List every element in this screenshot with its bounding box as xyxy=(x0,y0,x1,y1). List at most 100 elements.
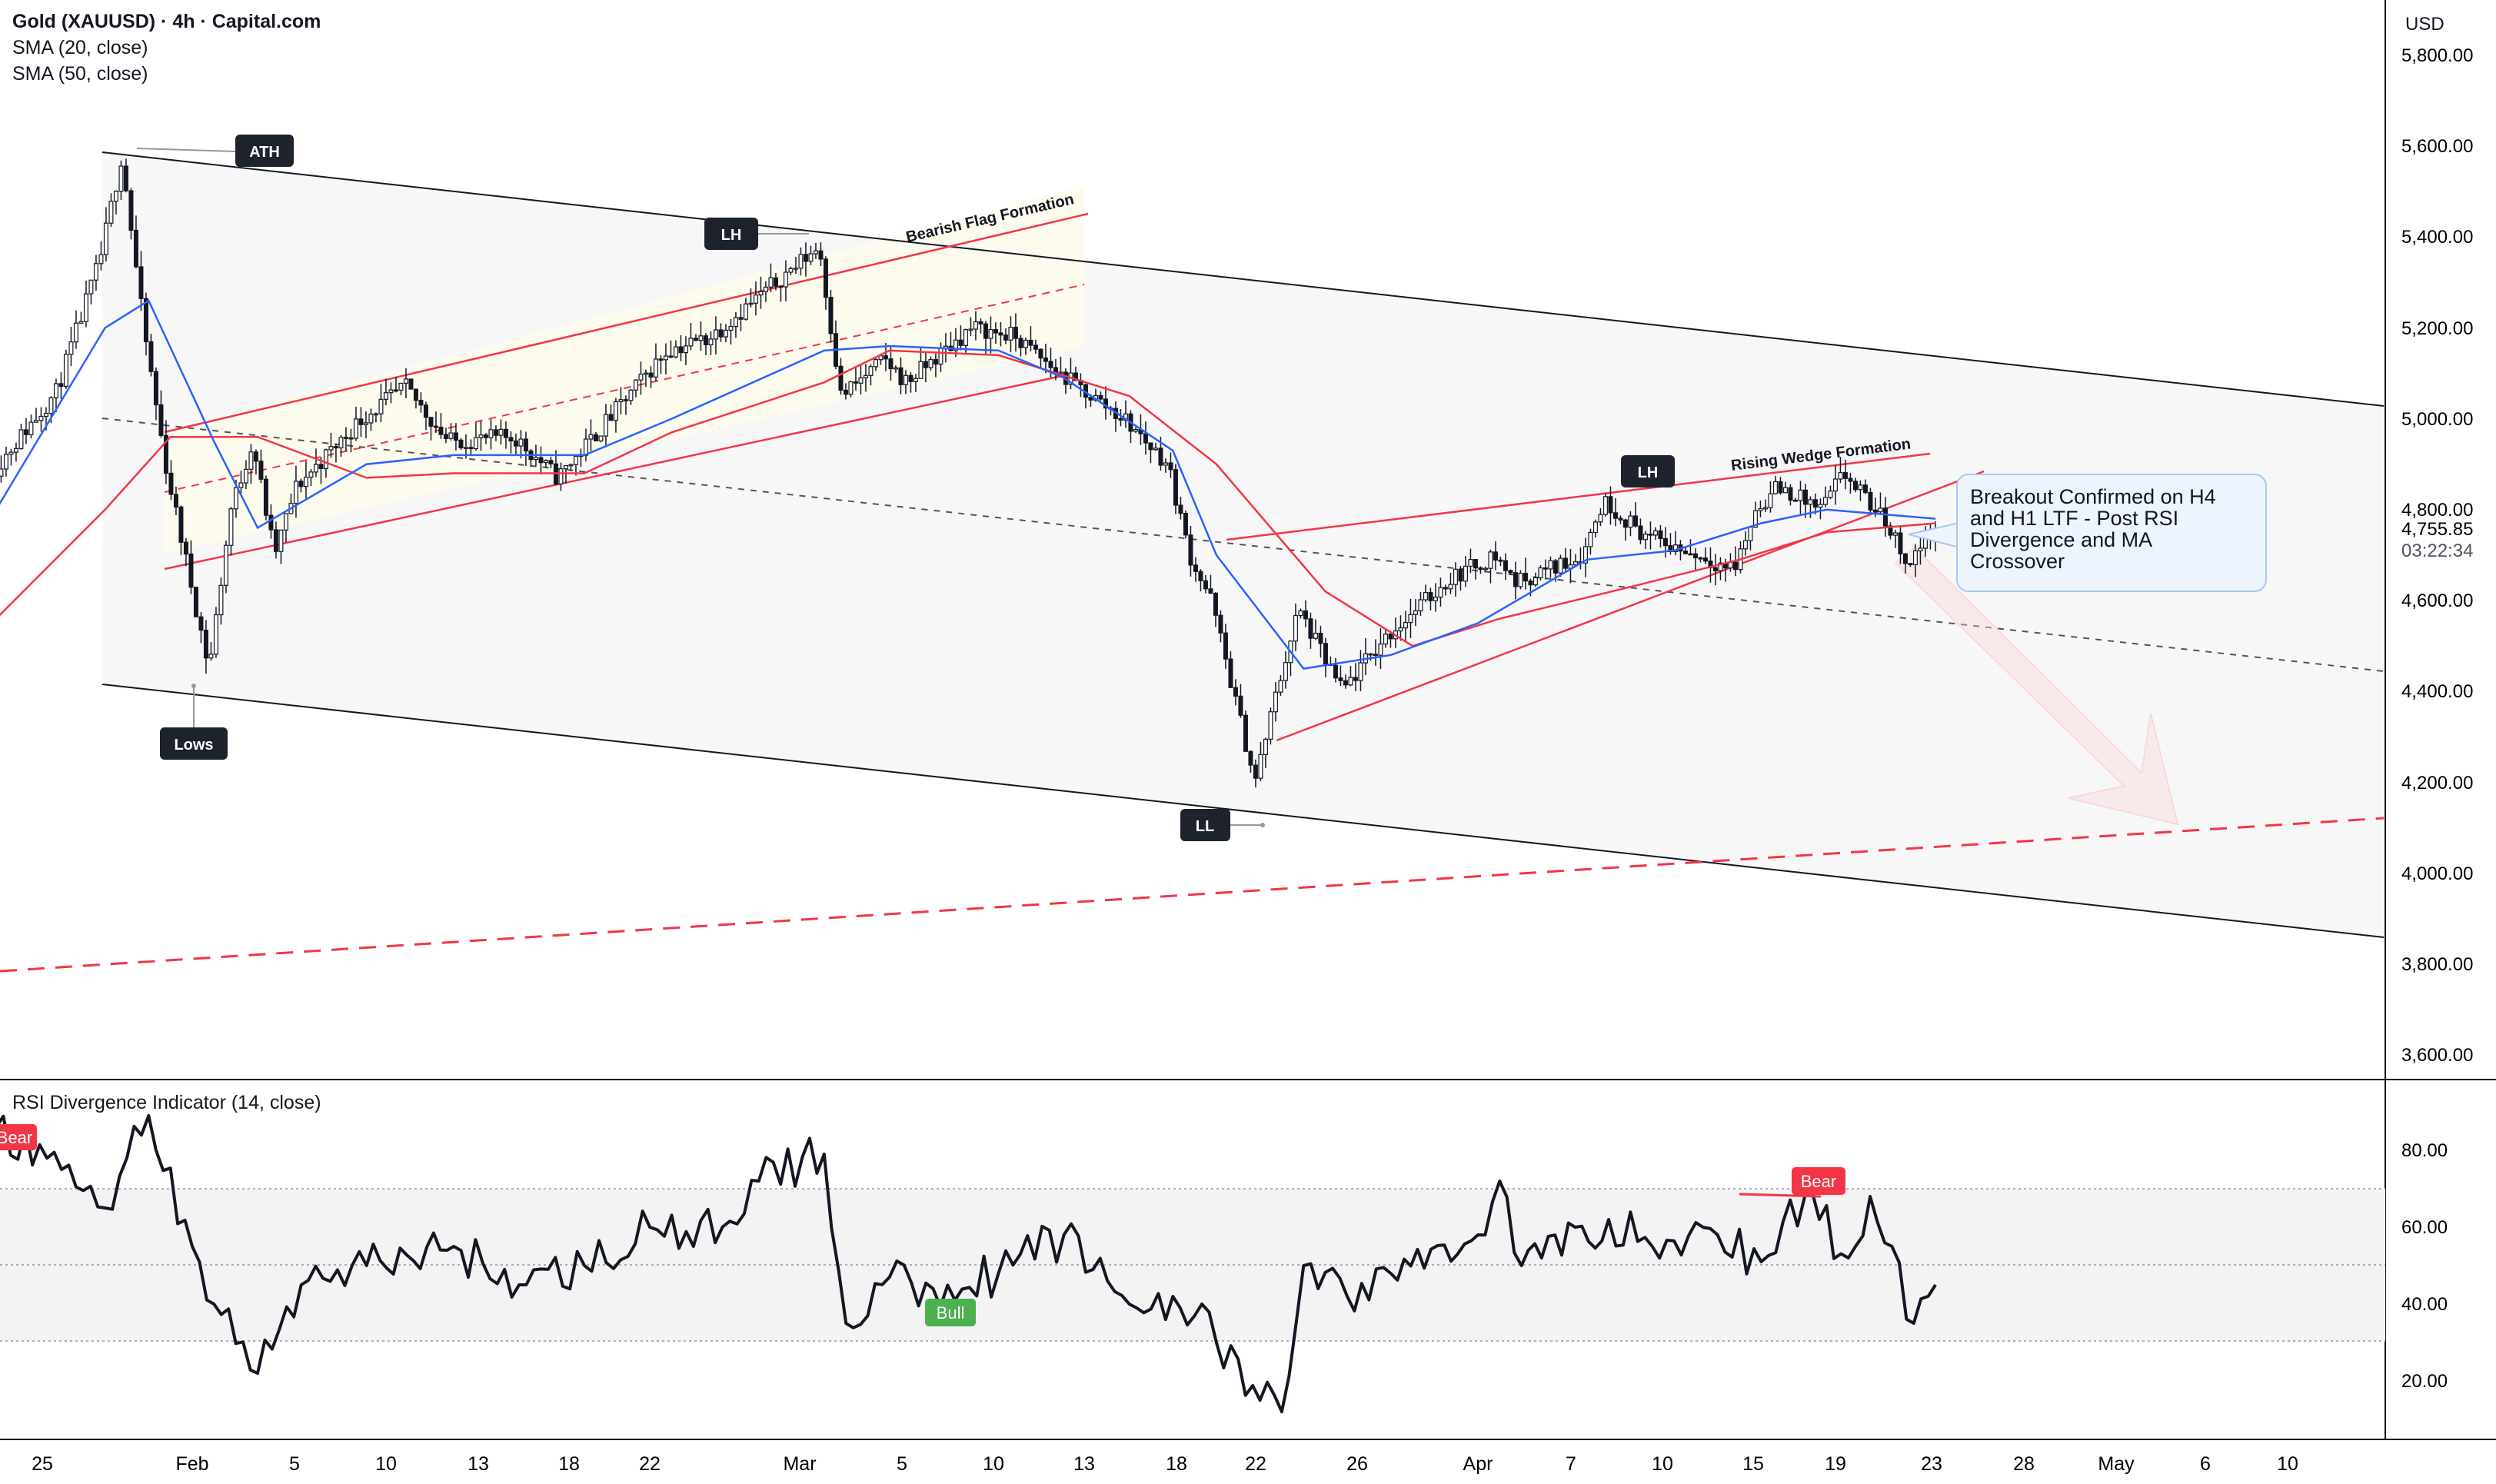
candle-up[interactable] xyxy=(558,468,564,484)
candle-down[interactable] xyxy=(143,298,148,343)
candle-up[interactable] xyxy=(1358,662,1363,681)
candle-up[interactable] xyxy=(1058,371,1063,374)
candle-down[interactable] xyxy=(1198,571,1203,581)
candle-up[interactable] xyxy=(1488,551,1493,569)
candle-up[interactable] xyxy=(1263,738,1268,756)
candle-down[interactable] xyxy=(1443,587,1448,590)
candle-down[interactable] xyxy=(1203,580,1208,590)
candle-up[interactable] xyxy=(33,420,38,423)
candle-down[interactable] xyxy=(1622,519,1628,528)
candle-down[interactable] xyxy=(523,438,528,452)
candle-up[interactable] xyxy=(1818,504,1823,508)
candle-up[interactable] xyxy=(543,460,548,464)
candle-up[interactable] xyxy=(723,329,728,338)
candle-up[interactable] xyxy=(868,366,874,376)
candle-down[interactable] xyxy=(133,229,138,268)
candle-down[interactable] xyxy=(1802,489,1808,505)
candle-up[interactable] xyxy=(118,165,124,192)
candle-down[interactable] xyxy=(1343,680,1348,686)
candle-up[interactable] xyxy=(323,449,328,470)
candle-down[interactable] xyxy=(1862,484,1868,494)
candle-up[interactable] xyxy=(518,438,524,447)
candle-up[interactable] xyxy=(383,392,388,400)
candle-up[interactable] xyxy=(1548,560,1553,570)
candle-down[interactable] xyxy=(433,425,438,428)
bearish-flag-upper-line[interactable] xyxy=(164,212,1089,434)
candle-up[interactable] xyxy=(1463,565,1468,582)
candle-up[interactable] xyxy=(48,397,54,414)
candle-up[interactable] xyxy=(653,358,658,378)
candle-down[interactable] xyxy=(1048,361,1053,368)
candle-down[interactable] xyxy=(168,472,174,495)
candle-down[interactable] xyxy=(823,258,828,298)
candle-down[interactable] xyxy=(923,361,928,368)
candle-down[interactable] xyxy=(1238,695,1243,716)
candle-up[interactable] xyxy=(68,341,74,355)
candle-up[interactable] xyxy=(583,438,588,456)
candle-down[interactable] xyxy=(203,629,208,659)
candle-up[interactable] xyxy=(873,359,878,368)
candle-down[interactable] xyxy=(1038,348,1043,359)
candle-down[interactable] xyxy=(1373,654,1378,657)
candle-up[interactable] xyxy=(368,413,374,424)
candle-up[interactable] xyxy=(1008,327,1013,341)
candle-down[interactable] xyxy=(1243,714,1248,752)
candle-down[interactable] xyxy=(58,383,64,388)
candle-down[interactable] xyxy=(1018,338,1023,348)
candle-up[interactable] xyxy=(228,508,234,546)
candle-up[interactable] xyxy=(28,421,34,435)
rsi-line[interactable] xyxy=(0,1114,1937,1413)
candle-down[interactable] xyxy=(1882,507,1888,527)
candle-down[interactable] xyxy=(1732,561,1738,571)
candle-up[interactable] xyxy=(968,328,973,331)
candle-up[interactable] xyxy=(1453,568,1458,585)
candle-up[interactable] xyxy=(1748,526,1753,541)
candle-up[interactable] xyxy=(103,222,108,255)
candle-down[interactable] xyxy=(1228,658,1233,688)
candle-down[interactable] xyxy=(778,285,784,288)
candle-down[interactable] xyxy=(1193,564,1198,572)
candle-up[interactable] xyxy=(588,434,594,440)
candle-down[interactable] xyxy=(1143,433,1148,444)
candle-down[interactable] xyxy=(123,165,128,191)
candle-down[interactable] xyxy=(193,587,198,617)
lower-high-marker-1[interactable]: LH xyxy=(704,218,809,250)
candle-down[interactable] xyxy=(333,446,338,449)
candle-up[interactable] xyxy=(18,429,24,449)
candle-down[interactable] xyxy=(1088,397,1093,401)
candle-down[interactable] xyxy=(1508,570,1513,574)
candle-up[interactable] xyxy=(1348,677,1353,686)
candle-up[interactable] xyxy=(793,268,798,270)
ath-marker[interactable]: ATH xyxy=(136,135,294,167)
sma50-line[interactable] xyxy=(0,349,1936,647)
candle-up[interactable] xyxy=(213,614,218,655)
candle-up[interactable] xyxy=(953,339,958,351)
candle-down[interactable] xyxy=(513,440,518,447)
candle-up[interactable] xyxy=(308,471,314,478)
candle-up[interactable] xyxy=(748,302,754,305)
candle-up[interactable] xyxy=(988,329,993,339)
candle-up[interactable] xyxy=(1822,497,1828,505)
candle-down[interactable] xyxy=(453,432,458,441)
candle-down[interactable] xyxy=(978,321,983,324)
candle-down[interactable] xyxy=(718,329,724,338)
candle-down[interactable] xyxy=(1183,512,1188,536)
candle-up[interactable] xyxy=(313,464,318,473)
rising-wedge-upper-line[interactable] xyxy=(1226,452,1931,541)
candle-up[interactable] xyxy=(238,482,244,488)
candle-down[interactable] xyxy=(1702,557,1708,562)
candle-up[interactable] xyxy=(473,437,478,450)
candle-up[interactable] xyxy=(1828,490,1833,498)
candle-up[interactable] xyxy=(13,448,18,453)
candle-down[interactable] xyxy=(1812,499,1818,508)
candle-up[interactable] xyxy=(798,254,804,269)
candle-up[interactable] xyxy=(1538,567,1543,579)
candle-up[interactable] xyxy=(743,303,748,320)
candle-down[interactable] xyxy=(128,190,134,231)
candle-up[interactable] xyxy=(973,321,978,330)
candle-up[interactable] xyxy=(1672,544,1678,552)
candle-down[interactable] xyxy=(1778,481,1783,494)
candle-down[interactable] xyxy=(268,514,274,531)
candle-up[interactable] xyxy=(533,457,538,461)
